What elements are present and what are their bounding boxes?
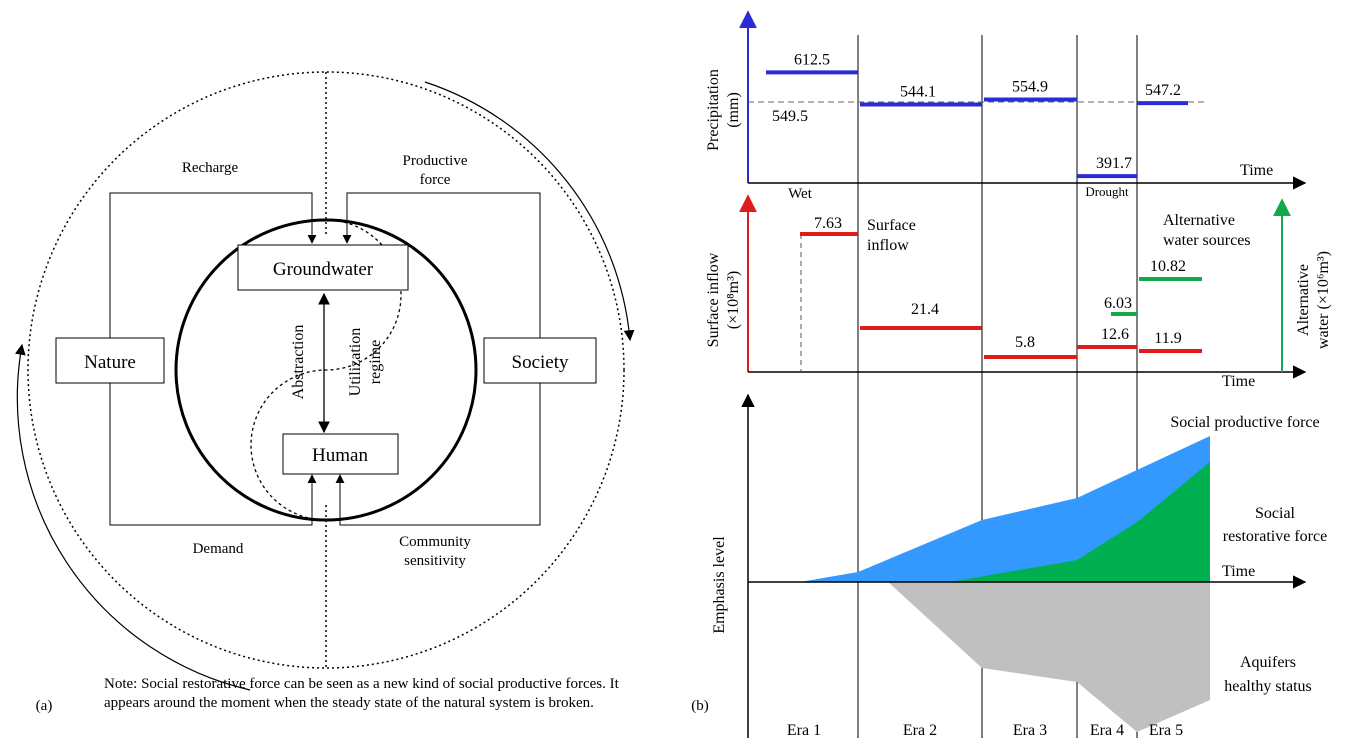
recharge-label: Recharge [182,160,239,176]
inflow-value-label-2: 21.4 [911,301,939,318]
utilization-label-1: Utilization [347,328,364,396]
era-label-1: Era 1 [787,722,821,739]
era-label-4: Era 4 [1090,722,1124,739]
drought-label: Drought [1085,184,1129,199]
inflow-value-label-1: 7.63 [814,215,842,232]
panel-a-note: Note: Social restorative force can be se… [104,675,644,713]
community-label-1: Community [399,534,471,550]
surface-inflow-label-1: Surface [867,217,916,234]
human-label: Human [312,445,368,466]
utilization-label-2: regime [367,340,384,384]
society-label: Society [512,352,569,373]
era-label-5: Era 5 [1149,722,1183,739]
productive-force-label-1: Productive [403,153,468,169]
alt-sources-label-1: Alternative [1163,212,1235,229]
inflow-axis-label-2: (×10⁸m³) [725,271,742,330]
era-label-3: Era 3 [1013,722,1047,739]
alt-axis-label-1: Alternative [1295,264,1312,336]
aquifer-label-1: Aquifers [1240,654,1296,671]
wet-label: Wet [788,186,813,202]
panel-a-diagram: Groundwater Human Nature Society Recharg… [17,72,630,714]
alt-axis-label-2: water (×10⁶m³) [1315,251,1332,349]
precip-axis-label-1: Precipitation [705,69,722,151]
panel-b-chart: Time Precipitation (mm) 549.5 Wet Drough… [691,12,1332,739]
panel-a-label: (a) [36,698,53,714]
alt-sources-label-2: water sources [1163,232,1251,249]
inflow-value-label-4: 12.6 [1101,326,1129,343]
alt-value-label-2: 10.82 [1150,258,1186,275]
inflow-marks: 7.63 21.4 5.8 12.6 11.9 [800,215,1202,357]
inflow-value-label-3: 5.8 [1015,334,1035,351]
aquifer-label-2: healthy status [1224,678,1312,695]
precip-mean-label: 549.5 [772,108,808,125]
precip-value-label-4: 391.7 [1096,155,1132,172]
precip-value-label-5: 547.2 [1145,82,1181,99]
inflow-time-label: Time [1222,373,1255,390]
inflow-axis-label-1: Surface inflow [705,252,722,347]
surface-inflow-label-2: inflow [867,237,909,254]
rotation-arrow-left [17,345,250,690]
precip-marks: 612.5 544.1 554.9 391.7 547.2 [766,51,1188,176]
groundwater-label: Groundwater [273,259,374,280]
precip-time-label: Time [1240,162,1273,179]
inflow-value-label-5: 11.9 [1154,330,1181,347]
precip-value-label-2: 544.1 [900,84,936,101]
nature-label: Nature [84,352,136,373]
precip-axis-label-2: (mm) [725,92,742,128]
precip-value-label-3: 554.9 [1012,78,1048,95]
alt-marks: 6.03 10.82 [1104,258,1202,314]
aquifer-status-area [888,582,1210,732]
emphasis-axis-label: Emphasis level [711,536,728,634]
emphasis-time-label: Time [1222,563,1255,580]
era-label-2: Era 2 [903,722,937,739]
demand-line [110,385,312,525]
social-productive-label: Social productive force [1170,414,1319,431]
community-label-2: sensitivity [404,553,466,569]
demand-label: Demand [193,541,244,557]
social-restorative-label-2: restorative force [1223,528,1327,545]
abstraction-label: Abstraction [290,325,307,400]
alt-value-label-1: 6.03 [1104,295,1132,312]
social-restorative-label-1: Social [1255,505,1296,522]
productive-force-label-2: force [420,172,451,188]
precip-value-label-1: 612.5 [794,51,830,68]
rotation-arrow-right [425,82,630,340]
panel-b-label: (b) [691,698,709,714]
